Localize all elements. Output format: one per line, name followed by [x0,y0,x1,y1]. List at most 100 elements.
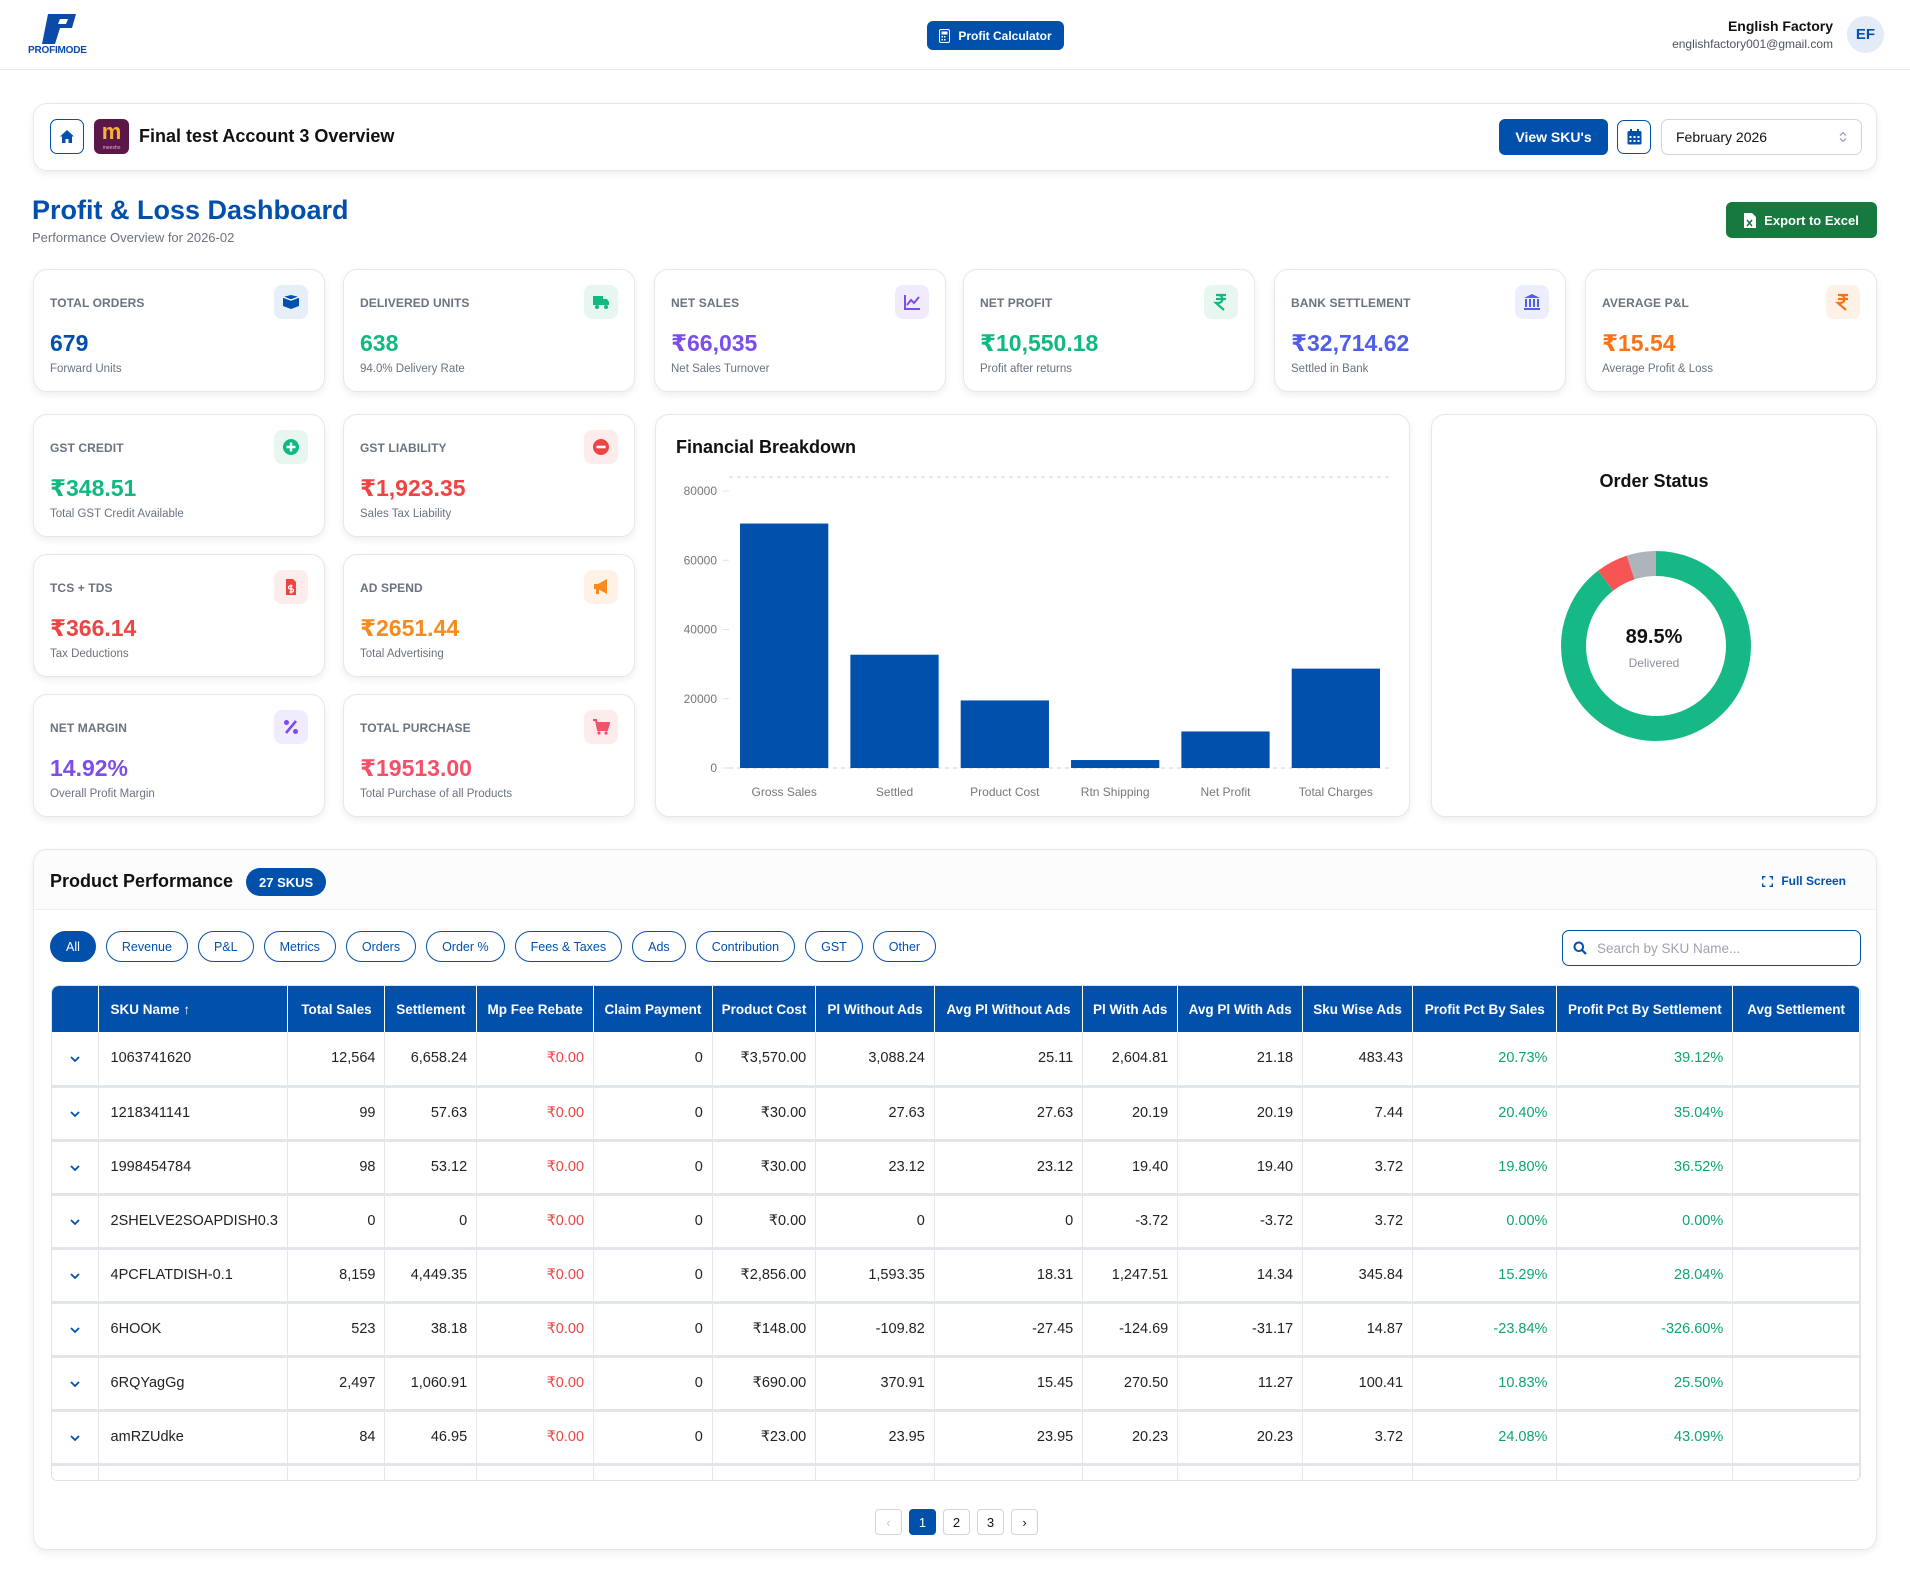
table-row: 1063741620 12,564 6,658.24 ₹0.00 0 ₹3,570.00 3… [52,1032,1860,1088]
table-cell: 23.12 [815,1140,935,1196]
column-header[interactable]: Pl Without Ads [815,986,935,1032]
expand-row-button[interactable] [52,1032,99,1088]
profit-calculator-button[interactable]: Profit Calculator [927,21,1064,50]
stat-value: ₹2651.44 [360,615,460,641]
column-header[interactable]: Total Sales [287,986,386,1032]
column-header[interactable]: Avg Pl Without Ads [934,986,1084,1032]
bar-product-cost[interactable] [960,700,1049,768]
table-cell: 483.43 [1302,1032,1414,1088]
column-header[interactable]: Profit Pct By Settlement [1556,986,1734,1032]
table-cell: 25.50% [1556,1356,1734,1412]
chevron-down-icon [70,1164,80,1171]
table-row: 2SHELVE2SOAPDISH0.3 0 0 ₹0.00 0 ₹0.00 0 0 -3.72-… [52,1194,1860,1250]
full-screen-button[interactable]: Full Screen [1762,874,1846,888]
filter-other[interactable]: Other [872,931,937,962]
table-cell: -23.84% [1412,1302,1558,1358]
filter-orders[interactable]: Orders [345,931,417,962]
profimode-logo[interactable]: PROFIMODE [28,14,90,56]
stat-subtext: Overall Profit Margin [50,788,155,800]
expand-row-button[interactable] [52,1464,99,1480]
table-row [52,1464,1860,1480]
filter-gst[interactable]: GST [805,931,863,962]
filter-all[interactable]: All [50,931,96,962]
column-header[interactable]: Sku Wise Ads [1302,986,1414,1032]
stat-card-gst-credit: GST CREDIT ₹348.51 Total GST Credit Availa… [33,414,325,537]
expand-row-button[interactable] [52,1086,99,1142]
chevron-down-icon [70,1380,80,1387]
page-1-button[interactable]: 1 [909,1509,936,1535]
column-header[interactable]: Mp Fee Rebate [476,986,595,1032]
column-header[interactable]: Avg Settlement [1732,986,1860,1032]
expand-row-button[interactable] [52,1356,99,1412]
column-header[interactable]: Product Cost [712,986,817,1032]
bar-rtn-shipping[interactable] [1071,760,1160,768]
stat-card-ad-spend: AD SPEND ₹2651.44 Total Advertising [343,554,635,677]
expand-row-button[interactable] [52,1248,99,1304]
bar-total-charges[interactable] [1291,668,1380,768]
donut-slice-2[interactable] [1561,551,1751,741]
page-3-button[interactable]: 3 [977,1509,1004,1535]
expand-row-button[interactable] [52,1194,99,1250]
previous-page-button[interactable]: ‹ [875,1509,902,1535]
expand-row-button[interactable] [52,1140,99,1196]
column-header[interactable]: Profit Pct By Sales [1412,986,1558,1032]
filter-fees-taxes[interactable]: Fees & Taxes [514,931,623,962]
column-header[interactable]: SKU Name ↑ [98,986,289,1032]
stat-subtext: Settled in Bank [1291,363,1369,375]
stat-value: ₹66,035 [671,330,758,356]
view-skus-button[interactable]: View SKU's [1499,119,1608,155]
filter-p-l[interactable]: P&L [197,931,254,962]
expand-row-button[interactable] [52,1302,99,1358]
avatar[interactable]: EF [1847,16,1884,53]
table-row: 1218341141 99 57.63 ₹0.00 0 ₹30.00 27.63 27.63 2… [52,1086,1860,1142]
table-cell [1732,1410,1860,1466]
pagination: ‹ 1 2 3 › [875,1509,1038,1535]
bank-icon [1515,285,1549,319]
column-header[interactable]: Avg Pl With Ads [1177,986,1304,1032]
expand-row-button[interactable] [52,1410,99,1466]
stat-label: GST CREDIT [50,441,124,455]
financial-breakdown-chart: 0 20000 40000 60000 80000 Gross Sales Settled P… [684,476,1391,799]
chevron-down-icon [70,1218,80,1225]
export-excel-button[interactable]: Export to Excel [1726,202,1877,238]
page-2-button[interactable]: 2 [943,1509,970,1535]
home-button[interactable] [50,119,84,154]
table-cell [287,1464,386,1480]
logo-mark-icon [42,14,76,44]
filter-order-[interactable]: Order % [426,931,505,962]
stat-label: NET SALES [671,296,740,310]
filter-metrics[interactable]: Metrics [263,931,336,962]
stat-subtext: Tax Deductions [50,648,129,660]
bar-gross-sales[interactable] [740,523,829,768]
table-cell: 0 [593,1248,713,1304]
filter-contribution[interactable]: Contribution [695,931,796,962]
calendar-button[interactable] [1617,120,1651,154]
table-cell: ₹148.00 [712,1302,817,1358]
table-cell: 14.87 [1302,1302,1414,1358]
stat-value: ₹1,923.35 [360,475,466,501]
y-tick-label: 20000 [684,692,718,706]
table-cell: 19.40 [1177,1140,1304,1196]
sku-search-input[interactable]: Search by SKU Name... [1562,930,1861,966]
table-row: 1998454784 98 53.12 ₹0.00 0 ₹30.00 23.12 23.12 1… [52,1140,1860,1196]
column-header[interactable]: Settlement [384,986,478,1032]
table-cell: 38.18 [384,1302,478,1358]
stat-label: BANK SETTLEMENT [1291,296,1411,310]
box-icon [274,285,308,319]
bar-net-profit[interactable] [1181,731,1270,768]
bar-settled[interactable] [850,654,939,768]
table-cell: 3.72 [1302,1410,1414,1466]
table-cell: 1,060.91 [384,1356,478,1412]
table-cell: 523 [287,1302,386,1358]
table-cell: 3.72 [1302,1140,1414,1196]
stat-label: NET PROFIT [980,296,1053,310]
select-arrows-icon [1839,131,1847,143]
column-header[interactable]: Pl With Ads [1082,986,1179,1032]
filter-ads[interactable]: Ads [632,931,686,962]
filter-revenue[interactable]: Revenue [105,931,188,962]
next-page-button[interactable]: › [1011,1509,1038,1535]
month-select[interactable]: February 2026 [1661,119,1862,155]
table-cell: 10.83% [1412,1356,1558,1412]
stat-subtext: Profit after returns [980,363,1073,375]
column-header[interactable]: Claim Payment [593,986,713,1032]
